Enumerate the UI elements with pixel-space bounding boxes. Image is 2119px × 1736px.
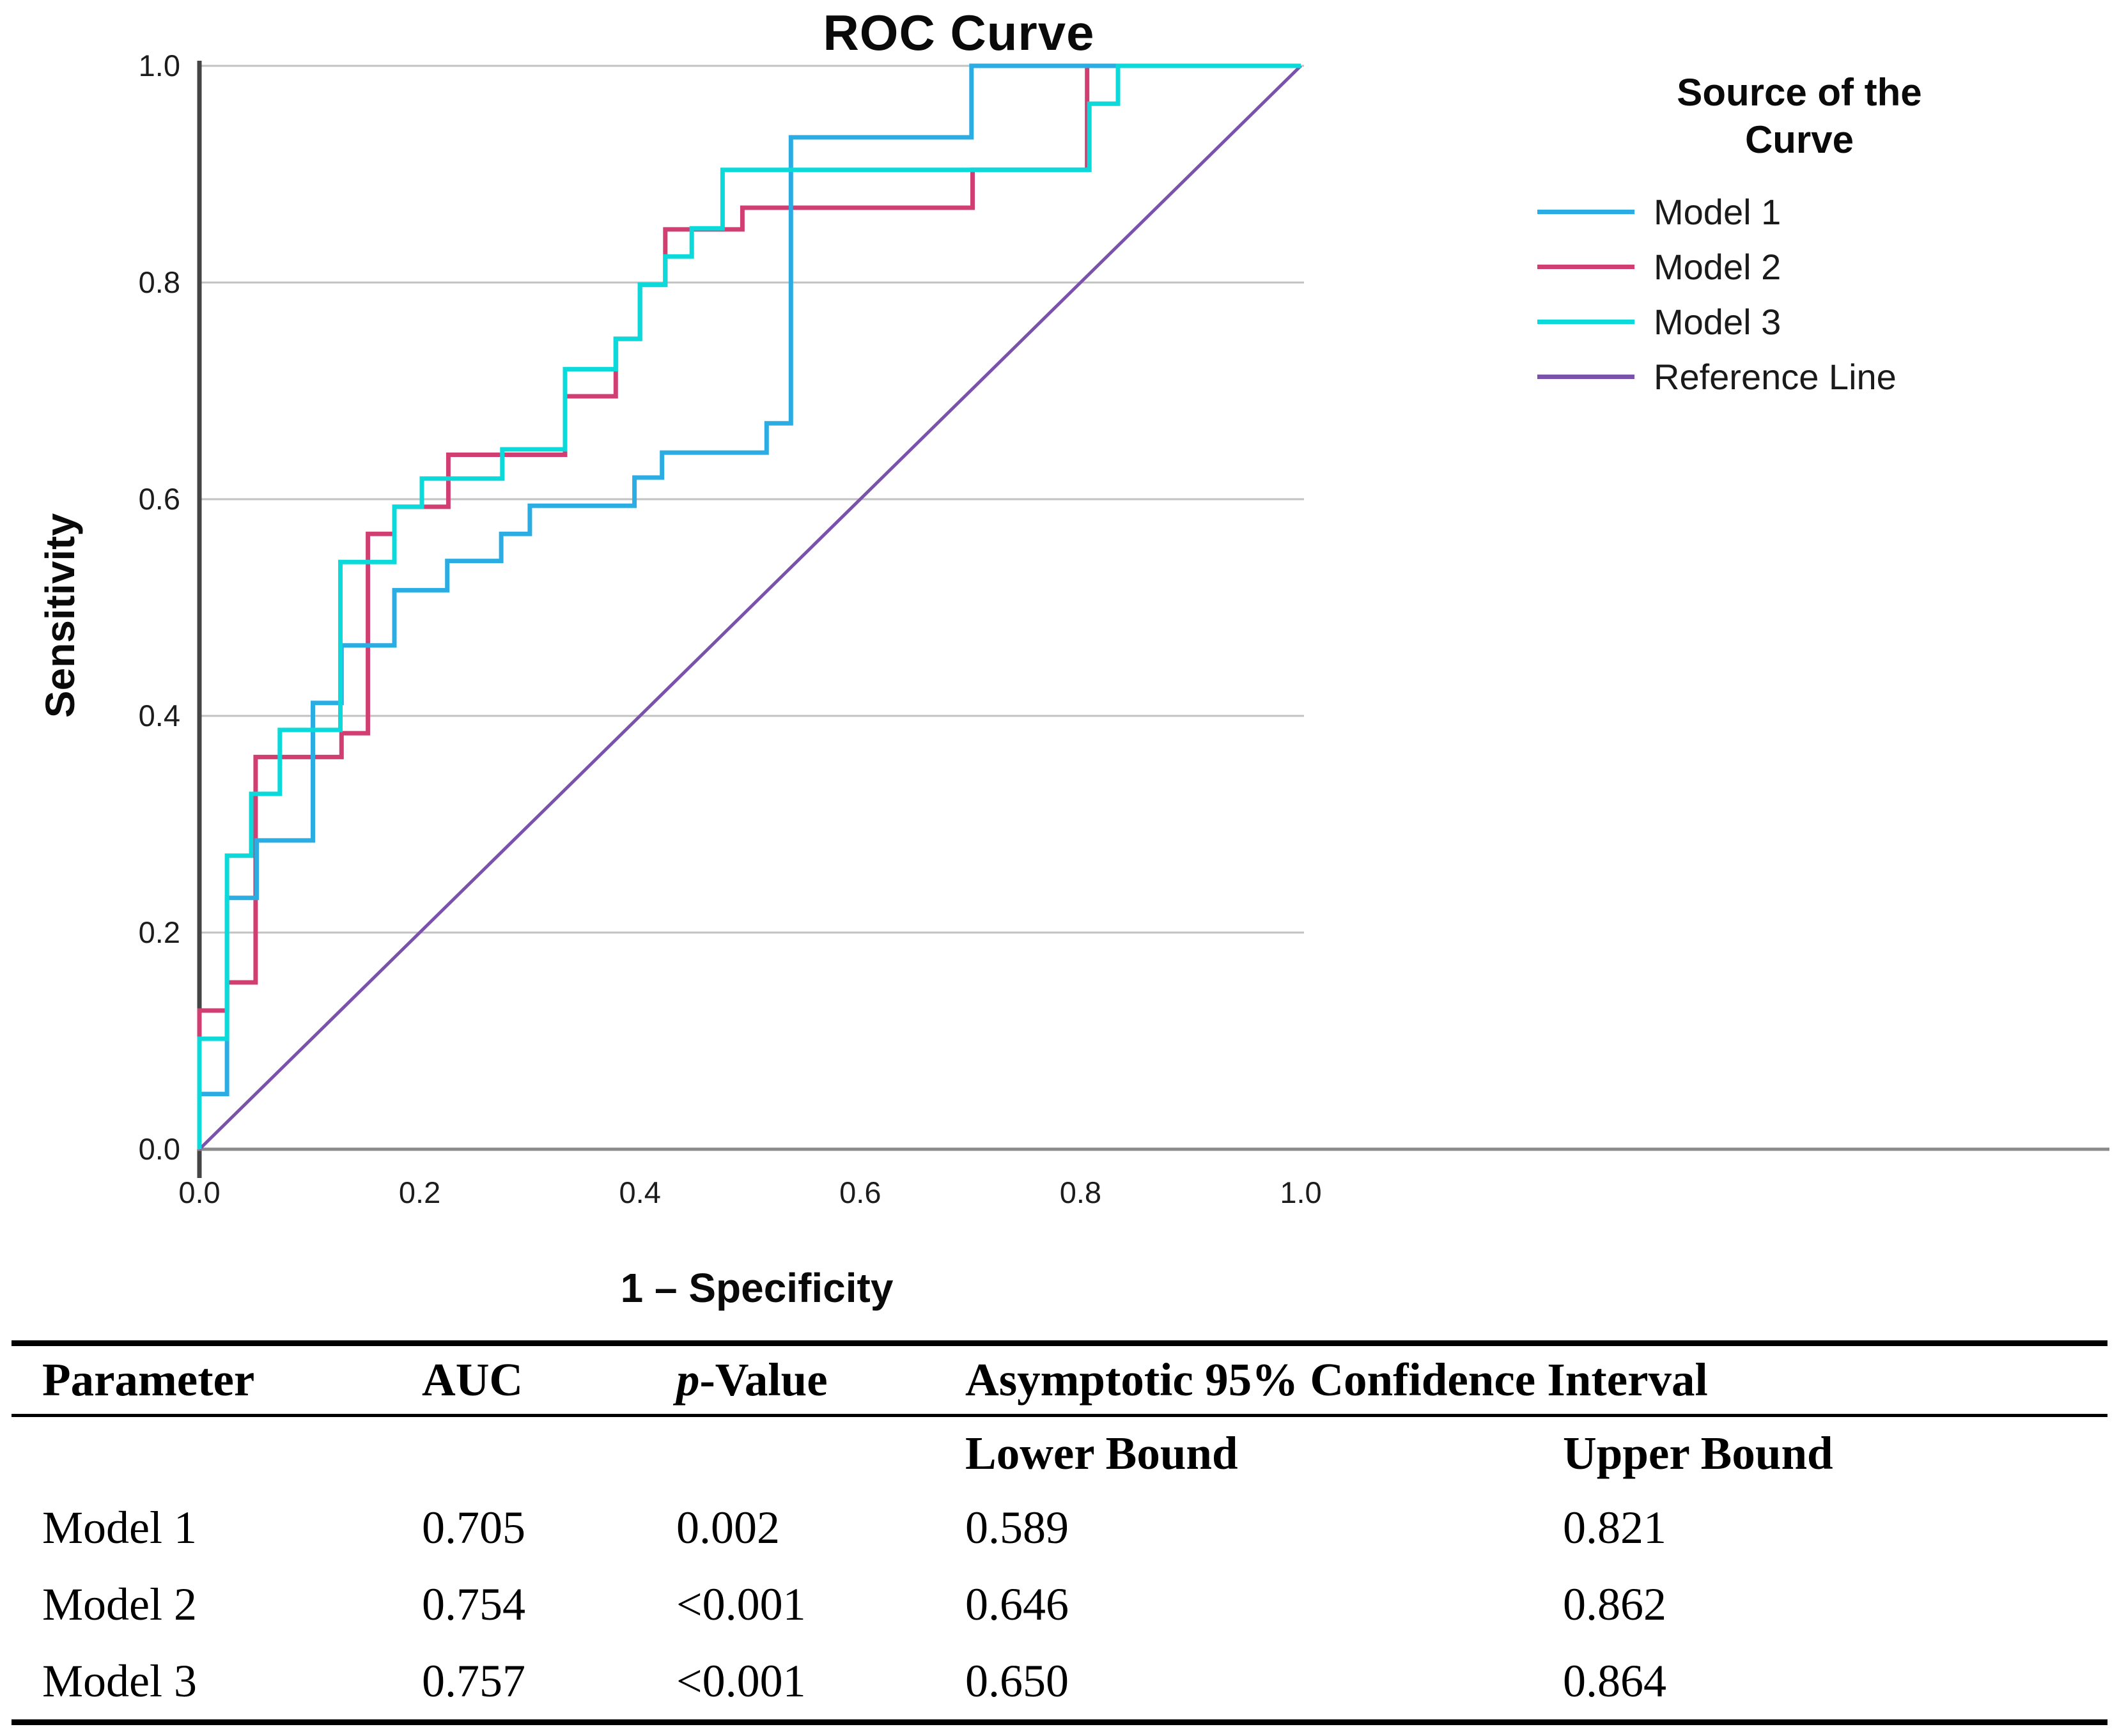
cell-r0-c4: 0.821 xyxy=(1563,1501,1666,1553)
table-header-row: Parameter AUC p -Value Asymptotic 95% Confid… xyxy=(12,1346,2107,1414)
legend-title: Source of the Curve xyxy=(1531,69,2068,164)
cell-r1-c2: <0.001 xyxy=(676,1578,806,1630)
table-header-rule xyxy=(12,1414,2107,1417)
table-row-model-3: Model 3 0.757 <0.001 0.650 0.864 xyxy=(12,1643,2107,1719)
cell-r1-c0: Model 2 xyxy=(42,1578,197,1630)
roc-chart: ROC Curve 0.0 0.2 0.4 0.6 0.8 1.0 0.0 0.2 0.4 0.… xyxy=(37,4,2109,1311)
legend-label: Model 2 xyxy=(1654,246,1781,287)
chart-title: ROC Curve xyxy=(823,4,1095,61)
y-tick-1.0: 1.0 xyxy=(138,49,180,82)
legend-label: Reference Line xyxy=(1654,356,1897,397)
cell-r2-c4: 0.864 xyxy=(1563,1655,1666,1707)
x-tick-0.6: 0.6 xyxy=(839,1175,881,1209)
cell-r2-c3: 0.650 xyxy=(965,1655,1069,1707)
legend: Source of the Curve Model 1 Model 2 Model … xyxy=(1531,69,2068,404)
header-asymptotic-95-confidence-interval: Asymptotic 95% Confidence Interval xyxy=(965,1354,1708,1406)
legend-title-line1: Source of the xyxy=(1677,71,1922,114)
y-tick-0.2: 0.2 xyxy=(138,915,180,949)
y-tick-0.6: 0.6 xyxy=(138,482,180,516)
legend-entry-model-2: Model 2 xyxy=(1531,239,2068,294)
curve-model-1 xyxy=(197,63,1301,1149)
y-tick-0.8: 0.8 xyxy=(138,265,180,299)
cell-r0-c1: 0.705 xyxy=(422,1501,525,1553)
cell-r2-c2: <0.001 xyxy=(676,1655,806,1707)
x-tick-0.0: 0.0 xyxy=(178,1175,221,1209)
x-tick-1.0: 1.0 xyxy=(1280,1175,1322,1209)
legend-label: Model 3 xyxy=(1654,301,1781,342)
legend-swatch-model-1 xyxy=(1537,209,1634,214)
cell-r0-c3: 0.589 xyxy=(965,1501,1069,1553)
y-tick-0.4: 0.4 xyxy=(138,699,180,732)
cell-r1-c3: 0.646 xyxy=(965,1578,1069,1630)
curve-model-2 xyxy=(197,63,1301,1149)
x-axis-label: 1 – Specificity xyxy=(620,1265,894,1311)
subheader-upper-bound: Upper Bound xyxy=(1563,1427,1833,1479)
table-top-rule xyxy=(12,1340,2107,1346)
cell-r1-c4: 0.862 xyxy=(1563,1578,1666,1630)
legend-entry-model-3: Model 3 xyxy=(1531,294,2068,349)
roc-statistics-table: Parameter AUC p -Value Asymptotic 95% Confid… xyxy=(12,1340,2107,1725)
subheader-lower-bound: Lower Bound xyxy=(965,1427,1238,1479)
legend-swatch-model-2 xyxy=(1537,264,1634,269)
cell-r2-c1: 0.757 xyxy=(422,1655,525,1707)
legend-entries: Model 1 Model 2 Model 3 Reference Line xyxy=(1531,184,2068,404)
cell-r0-c0: Model 1 xyxy=(42,1501,197,1553)
legend-entry-reference-line: Reference Line xyxy=(1531,349,2068,404)
cell-r0-c2: 0.002 xyxy=(676,1501,780,1553)
x-tick-0.8: 0.8 xyxy=(1059,1175,1102,1209)
table-row-model-2: Model 2 0.754 <0.001 0.646 0.862 xyxy=(12,1566,2107,1643)
legend-entry-model-1: Model 1 xyxy=(1531,184,2068,239)
roc-plot xyxy=(197,61,2109,1178)
cell-r2-c0: Model 3 xyxy=(42,1655,197,1707)
table-bottom-rule xyxy=(12,1719,2107,1725)
table-subheader-row: Lower Bound Upper Bound xyxy=(12,1417,2107,1489)
x-tick-0.4: 0.4 xyxy=(619,1175,661,1209)
legend-swatch-reference-line xyxy=(1537,374,1634,379)
legend-label: Model 1 xyxy=(1654,191,1781,232)
curve-reference-line xyxy=(198,65,1302,1151)
legend-swatch-model-3 xyxy=(1537,319,1634,324)
curve-model-3 xyxy=(197,63,1301,1149)
header-parameter: Parameter xyxy=(42,1354,255,1406)
cell-r1-c1: 0.754 xyxy=(422,1578,525,1630)
x-tick-0.2: 0.2 xyxy=(398,1175,441,1209)
header-p-value: p -Value xyxy=(676,1354,828,1406)
legend-title-line2: Curve xyxy=(1744,118,1854,161)
y-axis-label: Sensitivity xyxy=(37,513,83,718)
y-tick-0.0: 0.0 xyxy=(138,1132,180,1166)
header-auc: AUC xyxy=(422,1354,524,1406)
table-row-model-1: Model 1 0.705 0.002 0.589 0.821 xyxy=(12,1489,2107,1566)
